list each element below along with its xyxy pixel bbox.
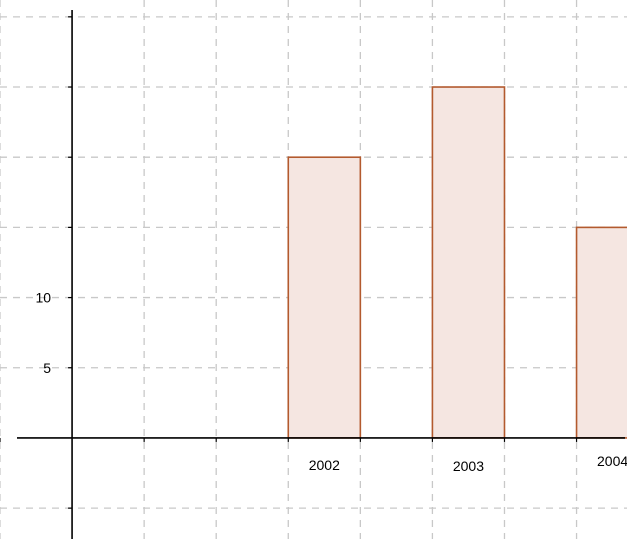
y-tick-label: 10 xyxy=(35,290,51,306)
bar-2003 xyxy=(431,86,506,439)
bar-2004 xyxy=(575,226,627,439)
labels: 5 10 2002 2003 2004 xyxy=(35,290,627,474)
bar-2002 xyxy=(287,156,362,439)
axes xyxy=(0,10,625,539)
y-tick-label: 5 xyxy=(43,360,51,376)
category-label-2002: 2002 xyxy=(309,457,340,473)
bars xyxy=(287,86,627,439)
category-label-2004: 2004 xyxy=(597,453,627,469)
category-label-2003: 2003 xyxy=(453,458,484,474)
